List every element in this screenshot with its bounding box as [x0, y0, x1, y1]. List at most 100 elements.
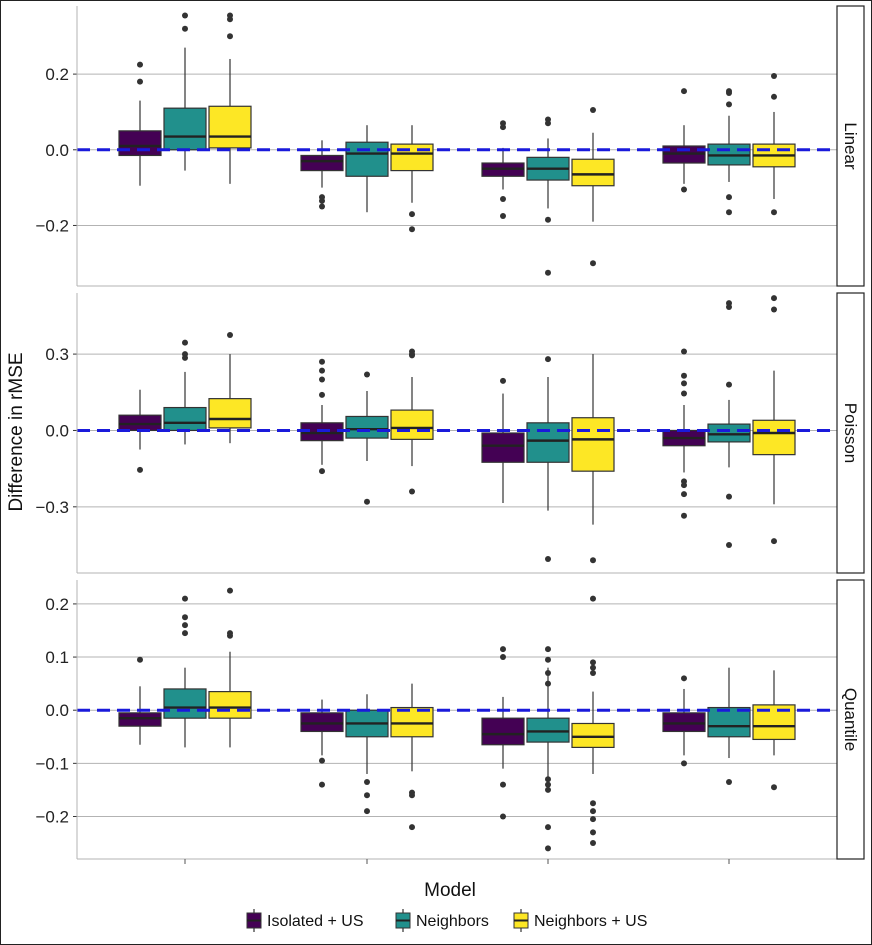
box-neighbors-us: [752, 670, 796, 791]
box-body: [208, 690, 252, 719]
outlier-point: [319, 391, 325, 398]
box-isolated-us: [481, 377, 525, 503]
outlier-point: [545, 776, 551, 783]
facet-strip: [836, 579, 865, 860]
box-body: [163, 406, 207, 432]
y-axis-label: Difference in rMSE: [6, 352, 27, 511]
y-tick-label: 0.0: [45, 141, 69, 160]
box-neighbors: [345, 371, 389, 505]
outlier-point: [182, 25, 188, 32]
outlier-point: [681, 186, 687, 193]
outlier-point: [545, 120, 551, 127]
box-neighbors-us: [208, 587, 252, 748]
outlier-point: [364, 792, 370, 799]
outlier-point: [726, 209, 732, 216]
outlier-point: [590, 829, 596, 836]
outlier-point: [227, 33, 233, 40]
outlier-point: [319, 781, 325, 788]
outlier-point: [681, 482, 687, 489]
outlier-point: [681, 675, 687, 682]
box-body: [481, 717, 525, 746]
outlier-point: [319, 197, 325, 204]
box-neighbors-us: [208, 332, 252, 444]
outlier-point: [771, 295, 777, 302]
outlier-point: [409, 824, 415, 831]
box-isolated-us: [662, 348, 706, 519]
outlier-point: [500, 195, 506, 202]
outlier-point: [409, 792, 415, 799]
outlier-point: [319, 468, 325, 475]
box-body: [118, 414, 162, 432]
box-neighbors: [163, 339, 207, 445]
box-neighbors: [163, 595, 207, 748]
facet-label: Quantile: [841, 688, 860, 751]
box-body: [208, 105, 252, 149]
outlier-point: [681, 380, 687, 387]
box-body: [300, 712, 344, 733]
outlier-point: [590, 840, 596, 847]
panel-poisson: 0.3 0.0 −0.3 Poisson: [35, 292, 865, 574]
outlier-point: [681, 491, 687, 498]
box-neighbors-us: [752, 73, 796, 216]
outlier-point: [500, 646, 506, 653]
outlier-point: [409, 352, 415, 359]
box-body: [707, 706, 751, 738]
outlier-point: [319, 358, 325, 365]
box-body: [752, 419, 796, 456]
box-neighbors-us: [571, 354, 615, 564]
outlier-point: [681, 390, 687, 397]
outlier-point: [726, 304, 732, 310]
box-body: [481, 432, 525, 463]
outlier-point: [545, 781, 551, 788]
legend: Isolated + US Neighbors Neighbors + US: [246, 909, 647, 932]
box-isolated-us: [300, 358, 344, 475]
outlier-point: [500, 213, 506, 219]
y-tick-label: −0.1: [35, 754, 69, 773]
box-body: [345, 141, 389, 177]
box-body: [163, 688, 207, 719]
box-neighbors-us: [208, 12, 252, 184]
outlier-point: [364, 778, 370, 785]
outlier-point: [545, 269, 551, 276]
outlier-point: [771, 73, 777, 79]
outlier-point: [590, 808, 596, 815]
legend-item: Neighbors + US: [513, 909, 647, 932]
outlier-point: [227, 632, 233, 639]
outlier-point: [590, 107, 596, 114]
box-neighbors-us: [390, 683, 434, 831]
box-body: [571, 417, 615, 472]
outlier-point: [364, 808, 370, 815]
legend-label: Neighbors: [416, 913, 489, 930]
outlier-point: [771, 93, 777, 100]
outlier-point: [545, 845, 551, 852]
outlier-point: [726, 381, 732, 388]
outlier-point: [319, 757, 325, 764]
outlier-point: [771, 538, 777, 545]
outlier-point: [681, 372, 687, 379]
box-neighbors-us: [390, 125, 434, 233]
facet-label: Poisson: [841, 403, 860, 463]
box-body: [571, 722, 615, 749]
box-neighbors: [707, 667, 751, 785]
box-isolated-us: [662, 675, 706, 767]
outlier-point: [545, 670, 551, 676]
legend-item: Isolated + US: [246, 909, 364, 932]
outlier-point: [182, 622, 188, 629]
outlier-point: [319, 376, 325, 383]
outlier-point: [364, 498, 370, 505]
box-body: [118, 130, 162, 157]
box-neighbors-us: [571, 107, 615, 267]
outlier-point: [227, 587, 233, 594]
facet-strip: [836, 292, 865, 574]
outlier-point: [182, 630, 188, 637]
outlier-point: [590, 800, 596, 807]
outlier-point: [409, 226, 415, 233]
outlier-point: [681, 760, 687, 767]
box-isolated-us: [481, 646, 525, 820]
outlier-point: [364, 371, 370, 378]
box-body: [390, 409, 434, 440]
box-neighbors: [345, 694, 389, 815]
outlier-point: [182, 12, 188, 19]
box-neighbors-us: [571, 595, 615, 847]
